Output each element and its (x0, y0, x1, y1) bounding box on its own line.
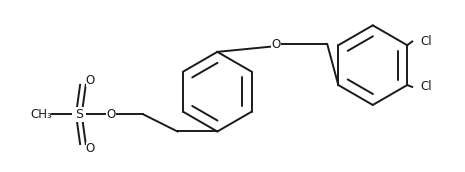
Text: Cl: Cl (420, 80, 432, 93)
Text: CH₃: CH₃ (30, 108, 52, 121)
Text: O: O (106, 108, 116, 121)
Text: S: S (75, 108, 83, 121)
Text: O: O (86, 142, 95, 155)
Text: Cl: Cl (420, 35, 432, 48)
Text: O: O (272, 38, 281, 51)
Text: O: O (86, 74, 95, 87)
